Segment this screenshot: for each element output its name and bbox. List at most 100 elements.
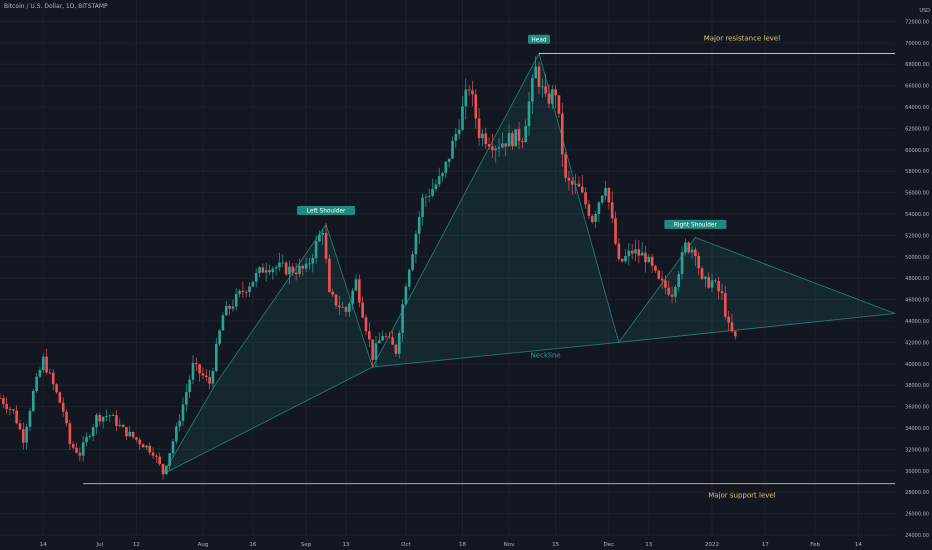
- pattern-head: [371, 52, 620, 368]
- candle-body: [544, 86, 547, 94]
- price-tick-label: 54000.00: [905, 212, 929, 218]
- candle-body: [0, 398, 2, 399]
- candle-body: [714, 280, 717, 282]
- candle-body: [294, 272, 298, 275]
- candle-body: [650, 256, 654, 266]
- candle-body: [108, 415, 112, 417]
- price-tick-label: 50000.00: [905, 255, 929, 261]
- candle-body: [717, 281, 720, 292]
- candle-body: [567, 177, 571, 181]
- price-tick-label: 30000.00: [905, 469, 929, 475]
- pattern-right-shoulder: [617, 237, 896, 343]
- candle-body: [497, 147, 501, 149]
- candle-body: [371, 339, 374, 360]
- candle-body: [451, 140, 454, 159]
- candle-body: [537, 66, 541, 87]
- candle-body: [431, 188, 434, 196]
- candle-body: [670, 294, 674, 297]
- candle-body: [308, 263, 311, 265]
- candle-body: [387, 336, 391, 338]
- candle-body: [680, 252, 684, 275]
- levels: Major resistance level Major support leve…: [83, 35, 895, 500]
- symbol-title: Bitcoin / U.S. Dollar, 1D, BITSTAMP: [4, 3, 108, 10]
- candle-body: [481, 133, 484, 139]
- candle-body: [15, 410, 18, 424]
- candle-body: [511, 133, 514, 147]
- candle-body: [674, 286, 677, 297]
- candle-body: [368, 331, 371, 340]
- candle-body: [664, 280, 667, 288]
- candle-body: [88, 436, 92, 437]
- candle-body: [374, 343, 378, 360]
- price-tick-label: 44000.00: [905, 319, 929, 325]
- candle-body: [461, 106, 464, 130]
- candle-body: [65, 411, 68, 424]
- candle-body: [577, 183, 581, 187]
- candle-body: [414, 233, 418, 255]
- candle-body: [238, 290, 241, 295]
- candle-body: [241, 290, 245, 292]
- candle-body: [328, 258, 331, 292]
- pattern-label: Head: [531, 37, 546, 43]
- candle-body: [694, 249, 697, 257]
- candle-body: [18, 423, 22, 430]
- candle-body: [644, 252, 647, 263]
- price-tick-label: 32000.00: [905, 447, 929, 453]
- candle-body: [491, 146, 494, 151]
- candle-body: [274, 267, 278, 269]
- candle-body: [304, 263, 308, 269]
- candle-body: [214, 343, 218, 371]
- candle-body: [384, 336, 388, 337]
- price-tick-label: 34000.00: [905, 426, 929, 432]
- candle-body: [521, 141, 524, 143]
- candle-body: [135, 437, 138, 440]
- candle-body: [338, 305, 341, 308]
- candle-body: [105, 416, 108, 417]
- candle-body: [78, 452, 82, 456]
- candle-body: [733, 331, 737, 337]
- candle-body: [427, 195, 431, 197]
- candle-body: [191, 362, 195, 380]
- candle-body: [517, 129, 521, 142]
- candle-body: [617, 243, 621, 259]
- candle-body: [607, 188, 611, 203]
- candle-body: [48, 372, 52, 374]
- candle-body: [298, 265, 301, 275]
- candle-body: [531, 78, 534, 102]
- candle-body: [584, 192, 587, 205]
- candle-body: [341, 306, 344, 308]
- candle-body: [441, 173, 444, 177]
- candle-body: [244, 291, 248, 293]
- time-tick-label: Dec: [604, 542, 615, 548]
- candle-body: [71, 444, 75, 448]
- candle-body: [125, 427, 128, 437]
- candle-body: [381, 336, 384, 341]
- candle-body: [5, 404, 8, 410]
- candle-body: [284, 262, 288, 275]
- candle-body: [278, 262, 281, 268]
- price-tick-label: 38000.00: [905, 383, 929, 389]
- candle-body: [314, 241, 318, 259]
- candle-body: [690, 249, 694, 253]
- candle-body: [424, 196, 428, 198]
- candle-body: [138, 439, 142, 445]
- candle-body: [471, 90, 474, 95]
- time-tick-label: 16: [249, 542, 256, 548]
- time-tick-label: 17: [762, 542, 769, 548]
- level-label: Major resistance level: [704, 35, 780, 43]
- candle-body: [640, 252, 644, 256]
- candle-body: [281, 262, 285, 264]
- candle-body: [348, 303, 351, 312]
- price-tick-label: 48000.00: [905, 276, 929, 282]
- candle-body: [394, 344, 398, 354]
- candle-body: [570, 180, 574, 185]
- candle-body: [264, 270, 268, 273]
- pattern-label-box: [297, 206, 356, 215]
- candle-body: [25, 426, 28, 443]
- candle-body: [361, 302, 364, 318]
- time-tick-label: 14: [855, 542, 862, 548]
- candle-body: [554, 89, 557, 96]
- candle-body: [291, 266, 295, 273]
